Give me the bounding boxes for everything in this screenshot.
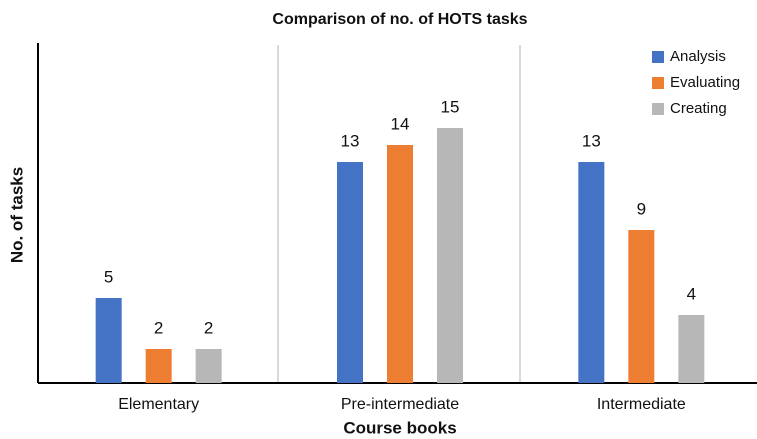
data-label: 4	[687, 284, 696, 303]
legend-swatch	[652, 77, 664, 89]
legend-swatch	[652, 51, 664, 63]
bar	[437, 128, 463, 383]
bar	[387, 145, 413, 383]
legend-label: Creating	[670, 100, 727, 117]
chart-title: Comparison of no. of HOTS tasks	[272, 11, 527, 28]
legend-label: Evaluating	[670, 74, 740, 91]
x-axis-label: Course books	[343, 418, 456, 437]
legend-label: Analysis	[670, 48, 726, 65]
data-label: 13	[341, 131, 360, 150]
data-label: 5	[104, 267, 113, 286]
data-label: 13	[582, 131, 601, 150]
x-tick-label: Pre-intermediate	[341, 396, 459, 413]
bar	[678, 315, 705, 383]
x-tick-label: Intermediate	[597, 396, 686, 413]
data-label: 2	[154, 318, 163, 337]
bar	[578, 162, 605, 383]
x-tick-label: Elementary	[118, 396, 199, 413]
bar	[628, 230, 655, 383]
y-axis-label: No. of tasks	[7, 167, 26, 263]
data-label: 15	[441, 97, 460, 116]
bar	[95, 298, 122, 383]
bar	[337, 162, 363, 383]
data-label: 2	[204, 318, 213, 337]
bar	[145, 349, 172, 383]
data-label: 14	[391, 114, 410, 133]
data-label: 9	[637, 199, 646, 218]
bar	[195, 349, 222, 383]
legend-swatch	[652, 103, 664, 115]
